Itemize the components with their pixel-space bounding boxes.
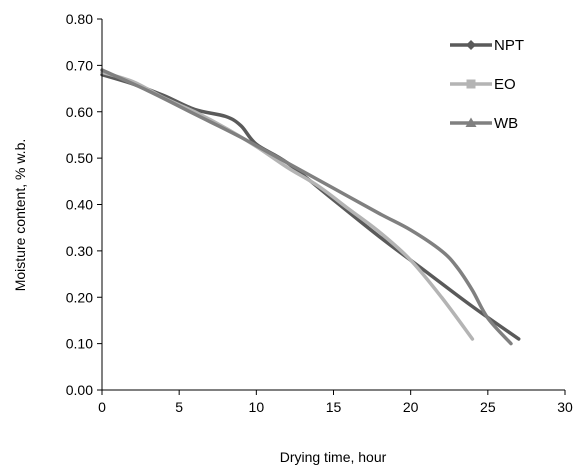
axis-ticks bbox=[97, 18, 566, 395]
legend-label-npt: NPT bbox=[494, 37, 524, 54]
series-line-npt bbox=[100, 72, 521, 341]
legend-marker-eo bbox=[466, 79, 476, 89]
y-tick-label: 0.80 bbox=[66, 11, 93, 27]
y-tick-label: 0.10 bbox=[66, 336, 93, 352]
axis-tick-labels: 0.00 0.10 0.20 0.30 0.40 0.50 0.60 0.70 0.80 0 5 10… bbox=[66, 11, 573, 415]
x-tick-label: 5 bbox=[175, 399, 183, 415]
y-tick-label: 0.40 bbox=[66, 197, 93, 213]
legend: NPT EO WB bbox=[450, 37, 524, 132]
legend-label-wb: WB bbox=[494, 115, 518, 132]
series-lines bbox=[100, 68, 521, 346]
x-tick-label: 0 bbox=[98, 399, 106, 415]
y-tick-label: 0.20 bbox=[66, 289, 93, 305]
y-axis-title: Moisture content, % w.b. bbox=[12, 139, 28, 292]
y-tick-label: 0.50 bbox=[66, 150, 93, 166]
legend-marker-wb bbox=[465, 117, 477, 127]
x-tick-label: 30 bbox=[557, 399, 573, 415]
x-tick-label: 25 bbox=[480, 399, 496, 415]
legend-label-eo: EO bbox=[494, 76, 516, 93]
y-tick-label: 0.70 bbox=[66, 57, 93, 73]
y-tick-label: 0.00 bbox=[66, 382, 93, 398]
x-tick-label: 15 bbox=[326, 399, 342, 415]
x-tick-label: 10 bbox=[249, 399, 265, 415]
legend-marker-npt bbox=[466, 40, 476, 50]
y-tick-label: 0.30 bbox=[66, 243, 93, 259]
series-line-wb bbox=[100, 68, 513, 346]
series-line-eo bbox=[100, 70, 475, 341]
y-tick-label: 0.60 bbox=[66, 104, 93, 120]
x-tick-label: 20 bbox=[403, 399, 419, 415]
x-axis-title: Drying time, hour bbox=[280, 449, 387, 465]
